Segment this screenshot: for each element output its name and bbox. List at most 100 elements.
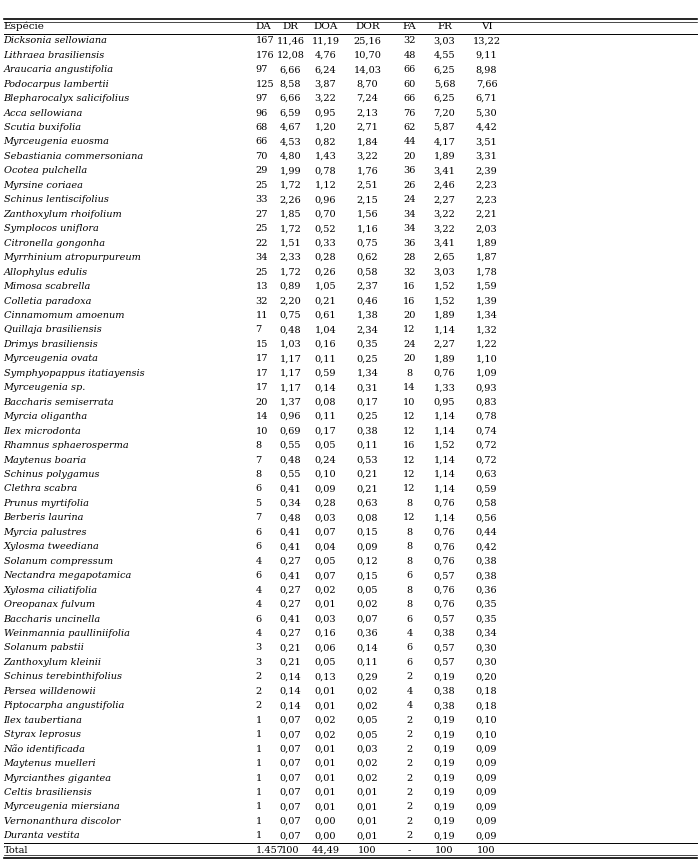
Text: 70: 70 xyxy=(256,152,268,161)
Text: 0,33: 0,33 xyxy=(314,239,337,247)
Text: 0,25: 0,25 xyxy=(357,354,378,364)
Text: 1,17: 1,17 xyxy=(279,354,302,364)
Text: 1,72: 1,72 xyxy=(279,224,302,233)
Text: 0,75: 0,75 xyxy=(280,311,301,320)
Text: 1,17: 1,17 xyxy=(279,369,302,378)
Text: 0,27: 0,27 xyxy=(279,556,302,566)
Text: 2: 2 xyxy=(407,730,412,740)
Text: 0,38: 0,38 xyxy=(434,687,455,696)
Text: 20: 20 xyxy=(403,152,416,161)
Text: Maytenus boaria: Maytenus boaria xyxy=(4,456,87,464)
Text: 96: 96 xyxy=(256,108,267,117)
Text: 11: 11 xyxy=(256,311,268,320)
Text: Podocarpus lambertii: Podocarpus lambertii xyxy=(4,80,109,89)
Text: 0,18: 0,18 xyxy=(476,687,497,696)
Text: VI: VI xyxy=(481,22,492,31)
Text: 0,19: 0,19 xyxy=(434,760,455,768)
Text: 1,85: 1,85 xyxy=(280,210,301,219)
Text: 1,37: 1,37 xyxy=(279,398,302,407)
Text: 0,02: 0,02 xyxy=(357,773,378,783)
Text: 7: 7 xyxy=(256,456,262,464)
Text: 4: 4 xyxy=(407,687,412,696)
Text: 0,11: 0,11 xyxy=(314,412,337,421)
Text: 0,19: 0,19 xyxy=(434,745,455,753)
Text: 0,02: 0,02 xyxy=(315,716,336,725)
Text: 0,20: 0,20 xyxy=(476,673,497,681)
Text: 1,39: 1,39 xyxy=(475,297,498,306)
Text: 66: 66 xyxy=(256,137,267,147)
Text: 6: 6 xyxy=(407,571,412,580)
Text: 0,07: 0,07 xyxy=(280,817,301,826)
Text: Prunus myrtifolia: Prunus myrtifolia xyxy=(4,499,90,508)
Text: Ocotea pulchella: Ocotea pulchella xyxy=(4,167,87,175)
Text: 0,11: 0,11 xyxy=(356,658,379,667)
Text: 0,38: 0,38 xyxy=(476,571,497,580)
Text: 0,19: 0,19 xyxy=(434,673,455,681)
Text: 0,76: 0,76 xyxy=(434,528,455,536)
Text: 4,55: 4,55 xyxy=(434,50,455,60)
Text: 4: 4 xyxy=(407,629,412,638)
Text: 36: 36 xyxy=(403,239,416,247)
Text: 5,30: 5,30 xyxy=(476,108,497,117)
Text: 0,27: 0,27 xyxy=(279,586,302,595)
Text: 6: 6 xyxy=(256,484,262,493)
Text: 0,58: 0,58 xyxy=(357,267,378,277)
Text: Schinus terebinthifolius: Schinus terebinthifolius xyxy=(4,673,122,681)
Text: 4,76: 4,76 xyxy=(314,50,337,60)
Text: 4: 4 xyxy=(407,701,412,710)
Text: Drimys brasiliensis: Drimys brasiliensis xyxy=(4,340,98,349)
Text: 0,41: 0,41 xyxy=(279,571,302,580)
Text: 1,34: 1,34 xyxy=(475,311,498,320)
Text: 2,51: 2,51 xyxy=(356,181,379,190)
Text: 2,39: 2,39 xyxy=(475,167,498,175)
Text: 2: 2 xyxy=(256,687,262,696)
Text: 0,17: 0,17 xyxy=(356,398,379,407)
Text: 1,89: 1,89 xyxy=(434,354,455,364)
Text: 2,21: 2,21 xyxy=(475,210,498,219)
Text: FR: FR xyxy=(437,22,452,31)
Text: 0,11: 0,11 xyxy=(314,354,337,364)
Text: 100: 100 xyxy=(477,845,496,855)
Text: 0,15: 0,15 xyxy=(357,571,378,580)
Text: 0,07: 0,07 xyxy=(280,745,301,753)
Text: 8: 8 xyxy=(407,499,412,508)
Text: 12: 12 xyxy=(403,513,416,523)
Text: 1: 1 xyxy=(256,745,262,753)
Text: 4,67: 4,67 xyxy=(279,123,302,132)
Text: 9,11: 9,11 xyxy=(475,50,498,60)
Text: 7,66: 7,66 xyxy=(476,80,497,89)
Text: Persea willdenowii: Persea willdenowii xyxy=(4,687,97,696)
Text: 25: 25 xyxy=(256,181,268,190)
Text: 0,01: 0,01 xyxy=(315,600,336,609)
Text: 0,14: 0,14 xyxy=(279,687,302,696)
Text: 0,16: 0,16 xyxy=(315,340,336,349)
Text: 176: 176 xyxy=(256,50,274,60)
Text: 0,72: 0,72 xyxy=(475,441,498,450)
Text: 0,04: 0,04 xyxy=(315,542,336,551)
Text: 1.457: 1.457 xyxy=(256,845,284,855)
Text: 36: 36 xyxy=(403,167,416,175)
Text: 1: 1 xyxy=(256,773,262,783)
Text: 0,35: 0,35 xyxy=(357,340,378,349)
Text: 0,30: 0,30 xyxy=(476,643,497,653)
Text: 1,10: 1,10 xyxy=(475,354,498,364)
Text: 13: 13 xyxy=(256,282,268,291)
Text: 0,63: 0,63 xyxy=(357,499,378,508)
Text: 0,21: 0,21 xyxy=(356,484,379,493)
Text: 34: 34 xyxy=(403,224,416,233)
Text: Myrcianthes gigantea: Myrcianthes gigantea xyxy=(4,773,111,783)
Text: 22: 22 xyxy=(256,239,268,247)
Text: 0,25: 0,25 xyxy=(357,412,378,421)
Text: 1,52: 1,52 xyxy=(433,282,456,291)
Text: 0,21: 0,21 xyxy=(356,470,379,479)
Text: 0,28: 0,28 xyxy=(315,253,336,262)
Text: 76: 76 xyxy=(403,108,416,117)
Text: Schinus polygamus: Schinus polygamus xyxy=(4,470,99,479)
Text: 0,57: 0,57 xyxy=(434,658,455,667)
Text: 0,36: 0,36 xyxy=(476,586,497,595)
Text: Nectandra megapotamica: Nectandra megapotamica xyxy=(4,571,132,580)
Text: 12: 12 xyxy=(403,484,416,493)
Text: 0,10: 0,10 xyxy=(476,716,497,725)
Text: 1,14: 1,14 xyxy=(433,426,456,436)
Text: 1: 1 xyxy=(256,803,262,812)
